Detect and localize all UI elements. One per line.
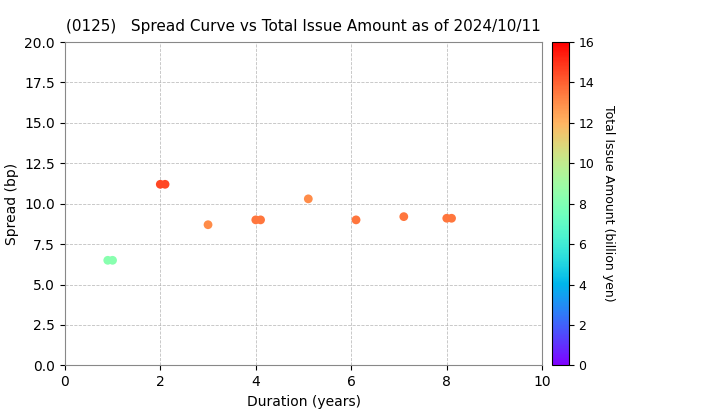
- Point: [202, 221, 214, 228]
- Point: [398, 213, 410, 220]
- X-axis label: Duration (years): Duration (years): [246, 395, 361, 409]
- Y-axis label: Total Issue Amount (billion yen): Total Issue Amount (billion yen): [602, 105, 615, 302]
- Point: [159, 181, 171, 188]
- Point: [255, 217, 266, 223]
- Point: [351, 217, 362, 223]
- Point: [446, 215, 457, 222]
- Point: [107, 257, 118, 264]
- Y-axis label: Spread (bp): Spread (bp): [5, 163, 19, 245]
- Title: (0125)   Spread Curve vs Total Issue Amount as of 2024/10/11: (0125) Spread Curve vs Total Issue Amoun…: [66, 19, 541, 34]
- Point: [102, 257, 114, 264]
- Point: [441, 215, 453, 222]
- Point: [155, 181, 166, 188]
- Point: [250, 217, 261, 223]
- Point: [302, 195, 314, 202]
